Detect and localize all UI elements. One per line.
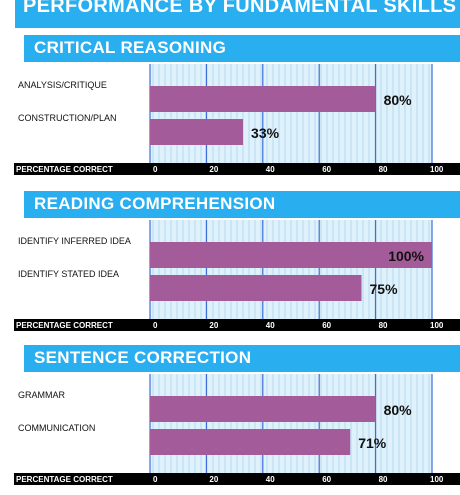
x-tick-label: 80 <box>379 475 388 484</box>
value-label: 75% <box>370 281 399 297</box>
value-label: 33% <box>251 125 280 141</box>
x-axis-label: PERCENTAGE CORRECT <box>16 165 113 174</box>
value-label: 80% <box>384 402 413 418</box>
x-axis-label: PERCENTAGE CORRECT <box>16 475 113 484</box>
bar-chart: ANALYSIS/CRITIQUE 80% CONSTRUCTION/PLAN 33%… <box>14 64 460 175</box>
bar <box>150 242 432 268</box>
x-tick-label: 40 <box>266 475 275 484</box>
category-label: GRAMMAR <box>18 390 66 400</box>
chart-title: SENTENCE CORRECTION <box>34 348 252 367</box>
x-tick-label: 0 <box>153 165 158 174</box>
bar <box>150 396 376 422</box>
bar-chart: GRAMMAR 80% COMMUNICATION 71% PERCENTAGE COR… <box>14 374 460 485</box>
x-tick-label: 0 <box>153 475 158 484</box>
category-label: COMMUNICATION <box>18 423 95 433</box>
x-tick-label: 20 <box>209 475 218 484</box>
chart-header: READING COMPREHENSION <box>24 191 460 218</box>
x-tick-label: 40 <box>266 321 275 330</box>
x-tick-label: 100 <box>430 475 444 484</box>
axis-band <box>14 319 460 331</box>
value-label: 100% <box>388 248 424 264</box>
chart-section-sentence-correction: SENTENCE CORRECTION GRAMMAR 80% COMMUNICAT… <box>0 345 460 495</box>
category-label: IDENTIFY STATED IDEA <box>18 269 119 279</box>
x-tick-label: 60 <box>322 321 331 330</box>
value-label: 71% <box>358 435 387 451</box>
chart-title: CRITICAL REASONING <box>34 38 227 57</box>
x-tick-label: 60 <box>322 475 331 484</box>
chart-header: CRITICAL REASONING <box>24 35 460 62</box>
chart-title: READING COMPREHENSION <box>34 194 276 213</box>
x-tick-label: 80 <box>379 165 388 174</box>
bar-chart: IDENTIFY INFERRED IDEA 100% IDENTIFY STATE… <box>14 220 460 331</box>
x-tick-label: 80 <box>379 321 388 330</box>
chart-section-reading-comprehension: READING COMPREHENSION IDENTIFY INFERRED … <box>0 191 460 341</box>
bar <box>150 275 362 301</box>
bar <box>150 429 351 455</box>
x-tick-label: 60 <box>322 165 331 174</box>
x-axis-label: PERCENTAGE CORRECT <box>16 321 113 330</box>
x-tick-label: 20 <box>209 321 218 330</box>
x-tick-label: 100 <box>430 321 444 330</box>
page-title: PERFORMANCE BY FUNDAMENTAL SKILLS <box>23 0 457 17</box>
page-title-banner: PERFORMANCE BY FUNDAMENTAL SKILLS <box>15 0 460 28</box>
chart-section-critical-reasoning: CRITICAL REASONING ANALYSIS/CRITIQUE 80% C… <box>0 35 460 185</box>
x-tick-label: 0 <box>153 321 158 330</box>
axis-band <box>14 163 460 175</box>
chart-header: SENTENCE CORRECTION <box>24 345 460 372</box>
bar <box>150 119 244 145</box>
x-tick-label: 20 <box>209 165 218 174</box>
bar <box>150 86 376 112</box>
x-tick-label: 40 <box>266 165 275 174</box>
x-tick-label: 100 <box>430 165 444 174</box>
category-label: ANALYSIS/CRITIQUE <box>18 80 107 90</box>
category-label: IDENTIFY INFERRED IDEA <box>18 236 131 246</box>
value-label: 80% <box>384 92 413 108</box>
category-label: CONSTRUCTION/PLAN <box>18 113 117 123</box>
